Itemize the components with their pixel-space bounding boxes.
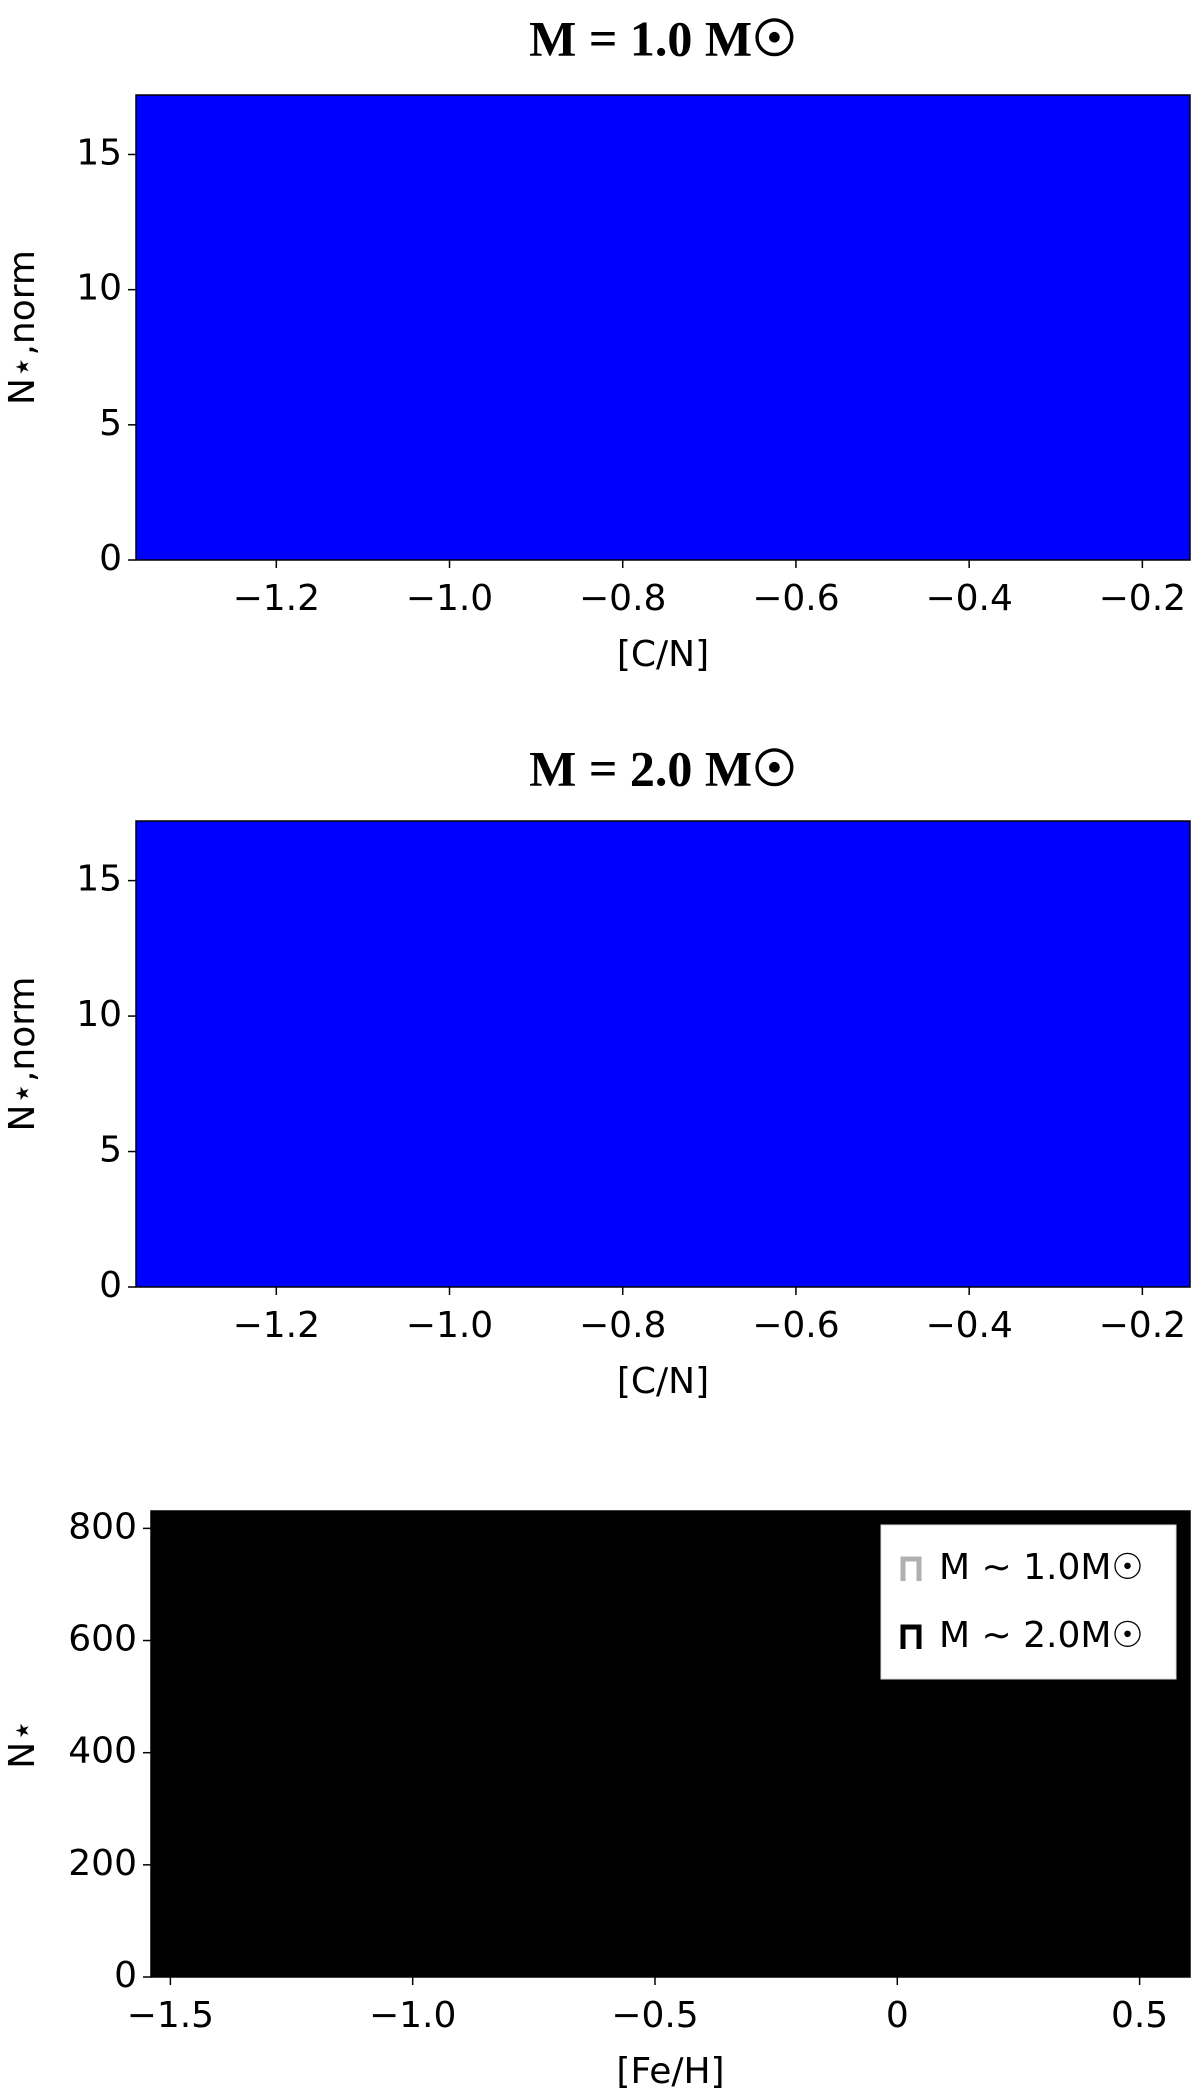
x-axis-label: [Fe/H] (616, 2051, 724, 2092)
x-tick-label: −1.2 (233, 1305, 320, 1346)
legend-marker (900, 1624, 922, 1649)
y-tick-label: 5 (99, 403, 122, 444)
area (136, 821, 1190, 1287)
x-tick-label: −1.2 (233, 578, 320, 619)
x-tick-label: −1.5 (127, 1995, 214, 2036)
y-axis-label: N⋆,norm (2, 250, 43, 405)
y-tick-label: 600 (68, 1619, 137, 1660)
chart-title: M = 2.0 M☉ (529, 740, 797, 796)
y-axis-label: N⋆,norm (2, 977, 43, 1132)
x-tick-label: −0.4 (925, 1305, 1012, 1346)
x-tick-label: −0.8 (579, 578, 666, 619)
y-tick-label: 5 (99, 1130, 122, 1171)
legend-label: M ∼ 2.0M☉ (939, 1615, 1144, 1656)
x-tick-label: −1.0 (406, 578, 493, 619)
x-tick-label: −0.2 (1099, 578, 1186, 619)
y-tick-label: 400 (68, 1731, 137, 1772)
y-tick-label: 10 (76, 994, 122, 1035)
x-axis-label: [C/N] (617, 634, 709, 675)
x-tick-label: 0.5 (1111, 1995, 1168, 2036)
x-tick-label: −1.0 (406, 1305, 493, 1346)
legend-label: M ∼ 1.0M☉ (939, 1547, 1144, 1588)
plot-frame (135, 820, 1191, 1288)
legend-marker (900, 1556, 922, 1581)
plot-frame (135, 94, 1191, 561)
x-tick-label: −0.5 (611, 1995, 698, 2036)
legend-box (880, 1524, 1177, 1680)
y-tick-label: 0 (99, 1265, 122, 1306)
x-tick-label: −1.0 (369, 1995, 456, 2036)
x-axis-label: [C/N] (617, 1361, 709, 1402)
x-tick-label: −0.6 (752, 1305, 839, 1346)
plot-frame (150, 1510, 1191, 1978)
y-tick-label: 800 (68, 1506, 137, 1547)
area (136, 95, 1190, 560)
x-tick-label: −0.8 (579, 1305, 666, 1346)
chart-title: M = 1.0 M☉ (529, 10, 797, 66)
x-tick-label: −0.2 (1099, 1305, 1186, 1346)
y-tick-label: 15 (76, 859, 122, 900)
y-tick-label: 0 (114, 1955, 137, 1996)
y-axis-label: N⋆ (2, 1719, 43, 1768)
y-tick-label: 200 (68, 1843, 137, 1884)
y-tick-label: 0 (99, 538, 122, 579)
x-tick-label: −0.4 (925, 578, 1012, 619)
y-tick-label: 10 (76, 268, 122, 309)
y-tick-label: 15 (76, 132, 122, 173)
x-tick-label: −0.6 (752, 578, 839, 619)
x-tick-label: 0 (886, 1995, 909, 2036)
